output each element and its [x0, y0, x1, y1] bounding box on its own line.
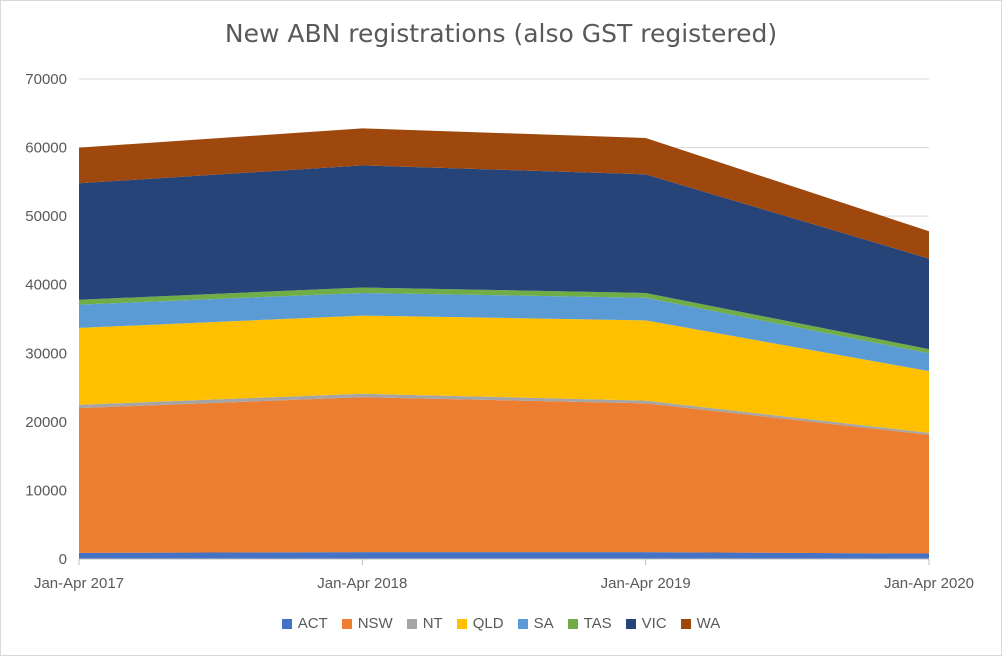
y-tick-label: 0 — [59, 551, 67, 568]
legend-item-wa: WA — [680, 615, 721, 632]
legend-label: WA — [696, 615, 721, 632]
legend-swatch — [406, 618, 417, 629]
y-tick-label: 50000 — [25, 208, 67, 225]
legend-label: QLD — [472, 615, 504, 632]
legend-swatch — [281, 618, 292, 629]
y-tick-label: 30000 — [25, 345, 67, 362]
legend-label: NSW — [357, 615, 393, 632]
legend-item-vic: VIC — [625, 615, 667, 632]
legend-label: SA — [533, 615, 554, 632]
area-series-qld — [79, 315, 929, 433]
x-tick-label: Jan-Apr 2019 — [601, 575, 691, 592]
x-tick-label: Jan-Apr 2018 — [317, 575, 407, 592]
area-series-sa — [79, 292, 929, 372]
legend-swatch — [680, 618, 691, 629]
legend-item-nsw: NSW — [341, 615, 393, 632]
area-series-wa — [79, 128, 929, 259]
legend-label: NT — [422, 615, 443, 632]
y-tick-label: 10000 — [25, 482, 67, 499]
legend-swatch — [567, 618, 578, 629]
legend-swatch — [456, 618, 467, 629]
y-tick-label: 70000 — [25, 71, 67, 88]
area-series-vic — [79, 165, 929, 350]
legend-label: VIC — [641, 615, 667, 632]
x-tick-label: Jan-Apr 2017 — [34, 575, 124, 592]
legend-item-tas: TAS — [567, 615, 612, 632]
area-series-act — [79, 552, 929, 559]
legend-swatch — [625, 618, 636, 629]
legend-item-sa: SA — [517, 615, 554, 632]
legend-swatch — [341, 618, 352, 629]
y-tick-label: 20000 — [25, 414, 67, 431]
legend-item-act: ACT — [281, 615, 328, 632]
x-tick-label: Jan-Apr 2020 — [884, 575, 974, 592]
chart-title: New ABN registrations (also GST register… — [224, 19, 778, 48]
area-series-nsw — [79, 397, 929, 554]
area-series-nt — [79, 393, 929, 435]
legend-item-qld: QLD — [456, 615, 504, 632]
legend-label: ACT — [297, 615, 328, 632]
chart-legend: ACT NSW NT QLD SA TAS VIC WA — [1, 615, 1001, 632]
legend-item-nt: NT — [406, 615, 443, 632]
y-tick-label: 40000 — [25, 277, 67, 294]
y-tick-label: 60000 — [25, 140, 67, 157]
legend-label: TAS — [583, 615, 612, 632]
legend-swatch — [517, 618, 528, 629]
